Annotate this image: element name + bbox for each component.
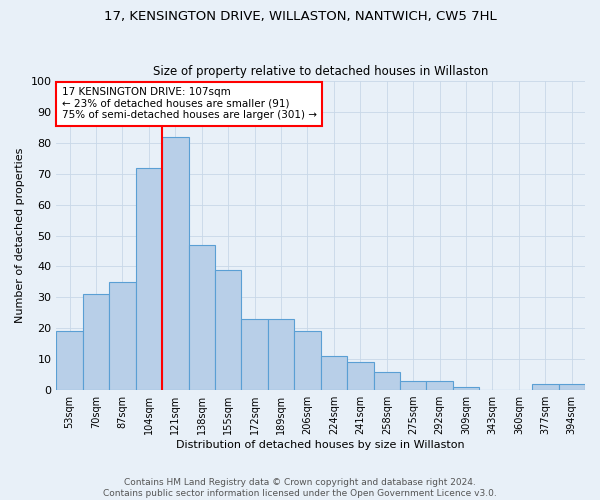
Bar [374,372,400,390]
Bar [215,270,241,390]
Bar [347,362,374,390]
Bar [400,381,427,390]
Bar [241,319,268,390]
Bar [83,294,109,390]
Text: Contains HM Land Registry data © Crown copyright and database right 2024.
Contai: Contains HM Land Registry data © Crown c… [103,478,497,498]
Y-axis label: Number of detached properties: Number of detached properties [15,148,25,324]
Bar [136,168,162,390]
X-axis label: Distribution of detached houses by size in Willaston: Distribution of detached houses by size … [176,440,465,450]
Bar [453,387,479,390]
Bar [427,381,453,390]
Bar [162,136,188,390]
Text: 17, KENSINGTON DRIVE, WILLASTON, NANTWICH, CW5 7HL: 17, KENSINGTON DRIVE, WILLASTON, NANTWIC… [104,10,496,23]
Bar [559,384,585,390]
Text: 17 KENSINGTON DRIVE: 107sqm
← 23% of detached houses are smaller (91)
75% of sem: 17 KENSINGTON DRIVE: 107sqm ← 23% of det… [62,87,317,120]
Bar [532,384,559,390]
Bar [188,245,215,390]
Bar [56,332,83,390]
Bar [268,319,294,390]
Bar [109,282,136,390]
Title: Size of property relative to detached houses in Willaston: Size of property relative to detached ho… [153,66,488,78]
Bar [321,356,347,390]
Bar [294,332,321,390]
